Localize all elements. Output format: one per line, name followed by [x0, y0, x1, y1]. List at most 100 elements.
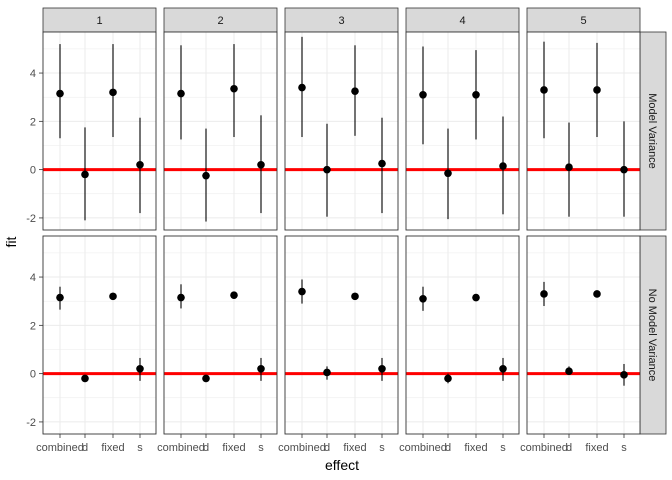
x-tick-label: s: [500, 442, 506, 454]
data-point: [298, 287, 306, 296]
x-tick-label: s: [258, 442, 264, 454]
data-point: [136, 161, 144, 169]
data-point: [499, 162, 507, 170]
data-point: [298, 83, 306, 92]
data-point: [109, 88, 117, 97]
data-point: [419, 90, 427, 99]
data-point: [565, 367, 573, 376]
facet-strip-label: Model Variance: [646, 93, 658, 169]
y-tick-label: 2: [30, 116, 36, 128]
facet-panel: [163, 31, 278, 231]
panel-border: [42, 235, 157, 435]
facet-panel: [526, 31, 641, 231]
y-tick-label: -2: [26, 213, 36, 225]
facet-strip-top: [405, 7, 520, 33]
panel-background: [43, 32, 156, 230]
y-tick-label: -2: [26, 417, 36, 429]
data-point: [351, 87, 359, 95]
panel-background: [527, 32, 640, 230]
x-tick-label: combined: [157, 442, 205, 454]
x-tick-label: d: [203, 442, 209, 454]
y-tick-label: 4: [30, 272, 36, 284]
data-point: [56, 89, 64, 98]
panel-border: [526, 31, 641, 231]
facet-strip-label: 5: [580, 15, 586, 27]
data-point: [230, 84, 238, 93]
data-point: [540, 86, 548, 94]
facet-strip-top: [163, 7, 278, 33]
x-tick-label: d: [445, 442, 451, 454]
x-tick-label: d: [324, 442, 330, 454]
facet-panel: [284, 31, 399, 231]
panel-border: [42, 31, 157, 231]
data-point: [499, 365, 507, 373]
y-tick-label: 4: [30, 68, 36, 80]
panel-background: [406, 236, 519, 434]
data-point: [177, 89, 185, 98]
panel-border: [526, 235, 641, 435]
data-point: [620, 371, 628, 379]
facet-strip-label: No Model Variance: [646, 289, 658, 382]
facet-strip-label: 2: [217, 15, 223, 27]
data-point: [230, 291, 238, 299]
data-point: [565, 163, 573, 172]
data-point: [540, 290, 548, 298]
data-point: [136, 365, 144, 373]
facet-strip-label: 3: [338, 15, 344, 27]
data-point: [378, 159, 386, 168]
data-point: [378, 365, 386, 373]
y-axis-title: fit: [3, 236, 19, 247]
y-tick-label: 0: [30, 165, 36, 177]
data-point: [177, 293, 185, 302]
panel-background: [527, 236, 640, 434]
x-tick-label: combined: [36, 442, 84, 454]
x-tick-label: s: [137, 442, 143, 454]
facet-strip-top: [42, 7, 157, 33]
x-tick-label: fixed: [464, 442, 487, 454]
y-tick-label: 0: [30, 369, 36, 381]
x-tick-label: combined: [399, 442, 447, 454]
facet-strip-top: [284, 7, 399, 33]
facet-panel: [42, 235, 157, 435]
panel-background: [164, 32, 277, 230]
panel-border: [163, 235, 278, 435]
panel-background: [406, 32, 519, 230]
data-point: [202, 171, 210, 180]
panel-background: [164, 236, 277, 434]
y-tick-label: 2: [30, 320, 36, 332]
x-tick-label: d: [82, 442, 88, 454]
data-point: [620, 165, 628, 174]
panel-border: [284, 235, 399, 435]
facet-panel: [405, 235, 520, 435]
data-point: [472, 293, 480, 302]
x-tick-label: combined: [520, 442, 568, 454]
data-point: [323, 368, 331, 377]
x-tick-label: s: [621, 442, 627, 454]
data-point: [81, 170, 89, 179]
x-tick-label: fixed: [585, 442, 608, 454]
data-point: [81, 374, 89, 383]
panel-background: [285, 32, 398, 230]
panel-border: [405, 31, 520, 231]
facet-strip-label: 4: [459, 15, 465, 27]
facet-panel: [163, 235, 278, 435]
data-point: [109, 292, 117, 301]
data-point: [202, 374, 210, 383]
data-point: [593, 86, 601, 94]
x-tick-label: fixed: [101, 442, 124, 454]
panel-background: [285, 236, 398, 434]
panel-border: [284, 31, 399, 231]
data-point: [323, 165, 331, 174]
data-point: [593, 290, 601, 298]
x-tick-label: d: [566, 442, 572, 454]
data-point: [419, 294, 427, 303]
x-axis-title: effect: [325, 457, 359, 473]
data-point: [56, 293, 64, 302]
x-tick-label: fixed: [222, 442, 245, 454]
data-point: [257, 161, 265, 169]
facet-strip-label: 1: [96, 15, 102, 27]
facet-strip-right: [639, 235, 667, 435]
facet-panel: [405, 31, 520, 231]
x-tick-label: fixed: [343, 442, 366, 454]
